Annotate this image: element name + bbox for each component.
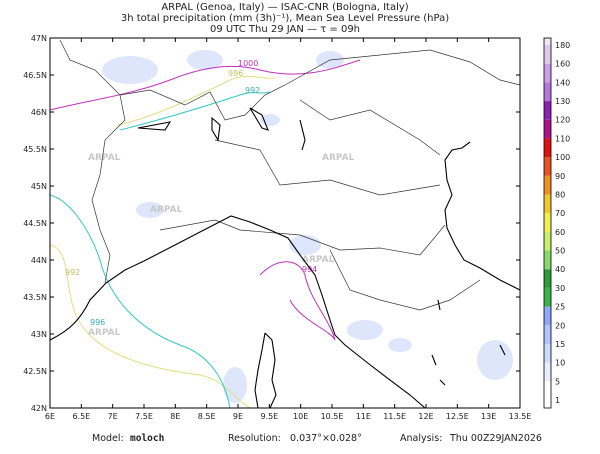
lon-label: 8.5E bbox=[198, 412, 216, 421]
colorbar-frame bbox=[543, 37, 552, 409]
colorbar-segment bbox=[544, 38, 551, 45]
colorbar-label: 80 bbox=[555, 190, 565, 199]
title-line: 3h total precipitation (mm (3h)⁻¹), Mean… bbox=[121, 13, 449, 24]
lat-label: 43.5N bbox=[23, 293, 47, 302]
title-line: ARPAL (Genoa, Italy) — ISAC-CNR (Bologna… bbox=[161, 2, 408, 13]
colorbar-segment bbox=[544, 194, 551, 214]
colorbar-label: 60 bbox=[555, 228, 565, 237]
colorbar-label: 180 bbox=[555, 41, 570, 50]
colorbar-segment bbox=[544, 175, 551, 195]
isobar-label: 1000 bbox=[238, 59, 258, 68]
colorbar-segment bbox=[544, 63, 551, 83]
footer-value: moloch bbox=[130, 433, 164, 444]
colorbar-label: 25 bbox=[555, 303, 565, 312]
colorbar-label: 5 bbox=[555, 377, 560, 386]
colorbar-segment bbox=[544, 157, 551, 176]
lon-label: 8E bbox=[170, 412, 180, 421]
watermark: ARPAL bbox=[88, 153, 121, 163]
lon-label: 9E bbox=[233, 412, 243, 421]
colorbar-segment bbox=[544, 250, 551, 270]
precipitation bbox=[102, 50, 513, 403]
colorbar-label: 100 bbox=[555, 153, 570, 162]
colorbar-segment bbox=[544, 362, 551, 382]
colorbar-segment bbox=[544, 231, 551, 251]
colorbar-label: 20 bbox=[555, 321, 565, 330]
footer-text: Analysis: bbox=[400, 433, 442, 444]
colorbar: 1510152025304050607080901001101201301401… bbox=[543, 37, 570, 409]
colorbar-segment bbox=[544, 343, 551, 363]
lon-label: 13.5E bbox=[509, 412, 532, 421]
colorbar-label: 130 bbox=[555, 97, 570, 106]
colorbar-segment bbox=[544, 269, 551, 288]
isobar-label: 992 bbox=[245, 86, 260, 95]
lon-label: 7.5E bbox=[135, 412, 153, 421]
colorbar-label: 160 bbox=[555, 60, 570, 69]
colorbar-segment bbox=[544, 101, 551, 120]
colorbar-label: 90 bbox=[555, 172, 565, 181]
colorbar-segment bbox=[544, 213, 551, 232]
colorbar-label: 120 bbox=[555, 116, 570, 125]
colorbar-label: 15 bbox=[555, 340, 565, 349]
lon-label: 12E bbox=[418, 412, 433, 421]
colorbar-segment bbox=[544, 119, 551, 139]
lat-label: 44N bbox=[31, 256, 47, 265]
lon-label: 13E bbox=[481, 412, 496, 421]
title-line: 09 UTC Thu 29 JAN — τ = 09h bbox=[210, 24, 360, 35]
watermark: ARPAL bbox=[322, 153, 355, 163]
colorbar-label: 70 bbox=[555, 209, 565, 218]
lat-label: 43N bbox=[31, 330, 47, 339]
lon-label: 11E bbox=[356, 412, 371, 421]
isobar-label: 994 bbox=[302, 265, 317, 274]
colorbar-segment bbox=[544, 82, 551, 102]
colorbar-label: 30 bbox=[555, 284, 565, 293]
footer: Model: moloch Resolution: 0.037°×0.028° … bbox=[92, 433, 542, 444]
lon-label: 12.5E bbox=[446, 412, 469, 421]
map-area: ARPAL ARPAL ARPAL ARPAL ARPAL 1000 996 9… bbox=[49, 37, 521, 409]
watermark: ARPAL bbox=[150, 205, 183, 215]
lon-label: 10E bbox=[293, 412, 308, 421]
footer-text: Resolution: bbox=[228, 433, 281, 444]
lon-label: 11.5E bbox=[383, 412, 406, 421]
colorbar-segment bbox=[544, 287, 551, 307]
lat-label: 45.5N bbox=[23, 145, 47, 154]
lon-label: 6E bbox=[45, 412, 55, 421]
lat-label: 46.5N bbox=[23, 71, 47, 80]
lat-label: 42.5N bbox=[23, 367, 47, 376]
colorbar-label: 50 bbox=[555, 247, 565, 256]
colorbar-label: 1 bbox=[555, 396, 560, 405]
lat-label: 47N bbox=[31, 34, 47, 43]
lon-label: 10.5E bbox=[321, 412, 344, 421]
lon-label: 9.5E bbox=[260, 412, 278, 421]
lon-label: 6.5E bbox=[72, 412, 90, 421]
isobar-label: 992 bbox=[65, 268, 80, 277]
colorbar-label: 110 bbox=[555, 134, 570, 143]
lon-label: 7E bbox=[108, 412, 118, 421]
colorbar-label: 10 bbox=[555, 359, 565, 368]
footer-value: Thu 00Z29JAN2026 bbox=[449, 433, 542, 444]
footer-value: 0.037°×0.028° bbox=[290, 433, 362, 444]
isobar-label: 996 bbox=[90, 318, 105, 327]
colorbar-label: 140 bbox=[555, 78, 570, 87]
colorbar-segment bbox=[544, 325, 551, 344]
footer-text: Model: bbox=[92, 433, 124, 444]
colorbar-segment bbox=[544, 306, 551, 326]
watermark: ARPAL bbox=[302, 255, 335, 265]
lat-label: 46N bbox=[31, 108, 47, 117]
colorbar-segment bbox=[544, 381, 551, 400]
isobar-label: 996 bbox=[228, 69, 243, 78]
lat-label: 45N bbox=[31, 182, 47, 191]
colorbar-segment bbox=[544, 45, 551, 64]
lat-label: 42N bbox=[31, 404, 47, 413]
axis-ticks: 6E 6.5E 7E 7.5E 8E 8.5E 9E 9.5E 10E 10.5E 11E 11.5E… bbox=[23, 34, 531, 421]
lat-label: 44.5N bbox=[23, 219, 47, 228]
colorbar-label: 40 bbox=[555, 265, 565, 274]
watermark: ARPAL bbox=[88, 328, 121, 338]
map-background bbox=[50, 38, 520, 408]
colorbar-segment bbox=[544, 138, 551, 158]
